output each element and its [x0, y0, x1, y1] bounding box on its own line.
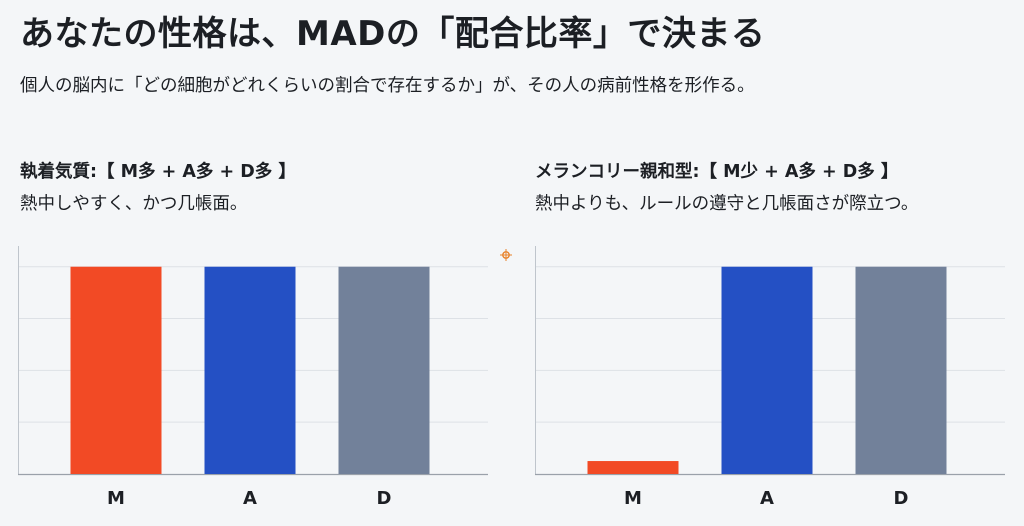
page-title: あなたの性格は、MADの「配合比率」で決まる [20, 14, 766, 54]
bar-A [721, 266, 813, 474]
page-subtitle: 個人の脳内に「どの細胞がどれくらいの割合で存在するか」が、その人の病前性格を形作… [20, 76, 755, 96]
x-tick-label: A [243, 488, 257, 509]
bar-D [338, 266, 430, 474]
panel-1-heading: 執着気質:【 M多 + A多 + D多 】 [20, 162, 296, 182]
x-tick-label: M [624, 488, 642, 509]
x-tick-label: M [107, 488, 125, 509]
x-tick-label: D [894, 488, 909, 509]
bar-D [855, 266, 947, 474]
panel-1-description: 熱中しやすく、かつ几帳面。 [20, 194, 248, 214]
bar-M [587, 461, 679, 474]
x-tick-label: D [377, 488, 392, 509]
bar-M [70, 266, 162, 474]
x-tick-label: A [760, 488, 774, 509]
bar-A [204, 266, 296, 474]
cursor-crosshair-icon [500, 249, 512, 261]
panel-2-description: 熱中よりも、ルールの遵守と几帳面さが際立つ。 [535, 194, 919, 214]
panel-2-heading: メランコリー親和型:【 M少 + A多 + D多 】 [535, 162, 899, 182]
